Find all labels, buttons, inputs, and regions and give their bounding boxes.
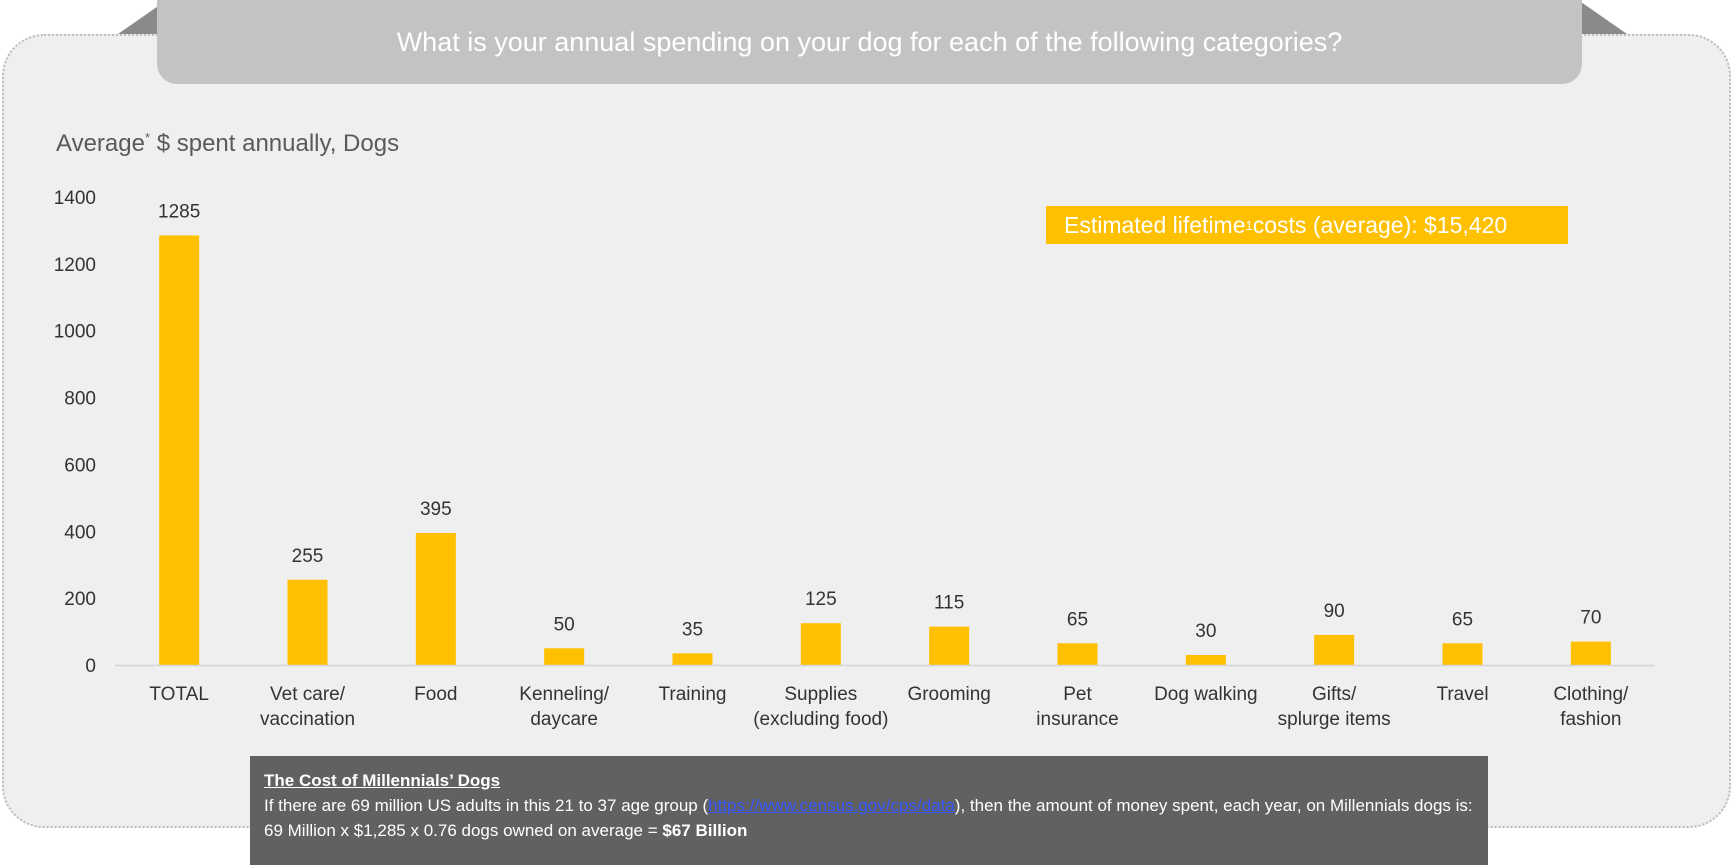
bar-value-label: 35: [682, 619, 703, 640]
y-tick-label: 1200: [54, 255, 96, 276]
y-axis: 0 200 400 600 800 1000 1200 1400: [54, 188, 96, 677]
y-tick-label: 200: [64, 589, 96, 610]
bar-value-label: 115: [934, 593, 964, 614]
y-tick-label: 400: [64, 522, 96, 543]
bar: [287, 579, 328, 665]
x-category-label: Gifts/splurge items: [1278, 684, 1391, 730]
bar: [1570, 641, 1611, 665]
x-category-label: Dog walking: [1154, 684, 1258, 705]
bar: [1442, 643, 1483, 665]
note-title: The Cost of Millennials’ Dogs: [264, 771, 501, 790]
x-category-label: Supplies (excluding food): [753, 684, 888, 730]
bar-value-label: 30: [1195, 621, 1216, 642]
header-tab-corner-left: [118, 2, 164, 34]
y-tick-label: 600: [64, 455, 96, 476]
bar-value-label: 70: [1580, 608, 1601, 629]
census-link[interactable]: https://www.census.gov/cps/data: [708, 796, 955, 815]
chart-subtitle: Average* $ spent annually, Dogs: [56, 130, 399, 158]
x-category-label: Food: [414, 684, 457, 705]
note-text-2: ), then the amount of money spent, each …: [264, 796, 1473, 840]
x-category-label: Kenneling/daycare: [519, 684, 610, 730]
subtitle-text-rest: $ spent annually, Dogs: [150, 130, 400, 157]
x-category-label: TOTAL: [149, 684, 208, 705]
x-category-label: Grooming: [907, 684, 990, 705]
bar: [1185, 654, 1226, 665]
y-tick-label: 1400: [54, 188, 96, 209]
bar-value-label: 125: [805, 589, 837, 610]
chart-panel: [2, 34, 1731, 828]
y-tick-label: 0: [85, 656, 96, 677]
x-category-label: Pet insurance: [1036, 684, 1118, 730]
header-tab-corner-right: [1581, 2, 1627, 34]
note-emphasis: $67 Billion: [662, 821, 748, 840]
bar: [415, 532, 456, 665]
x-category-label: Clothing/fashion: [1553, 684, 1629, 730]
x-axis: TOTAL Vet care/vaccination Food Kenneling/d…: [115, 664, 1655, 730]
y-tick-label: 800: [64, 389, 96, 410]
bar-value-label: 90: [1324, 601, 1345, 622]
bar-value-label: 255: [292, 546, 324, 567]
callout-text-rest: costs (average): $15,420: [1252, 211, 1508, 238]
callout-text: Estimated lifetime: [1064, 211, 1246, 238]
note-text-1: If there are 69 million US adults in thi…: [264, 796, 709, 815]
lifetime-cost-callout: Estimated lifetime 1 costs (average): $15…: [1046, 206, 1568, 244]
callout-footnote-mark: 1: [1245, 217, 1253, 233]
note-body: If there are 69 million US adults in thi…: [264, 793, 1474, 843]
x-category-label: Training: [659, 684, 727, 705]
bar-value-label: 50: [554, 614, 575, 635]
bar: [929, 626, 970, 665]
bar-value-label: 65: [1452, 609, 1473, 630]
bar: [1314, 634, 1355, 665]
bar-value-label: 395: [420, 499, 452, 520]
survey-question-text: What is your annual spending on your dog…: [396, 26, 1343, 57]
subtitle-text: Average: [56, 130, 145, 157]
cost-note-box: The Cost of Millennials’ Dogs If there a…: [250, 756, 1488, 865]
subtitle-footnote-mark: *: [144, 130, 151, 145]
x-category-label: Travel: [1436, 684, 1488, 705]
survey-question-banner: What is your annual spending on your dog…: [157, 0, 1582, 84]
y-tick-label: 1000: [54, 322, 96, 343]
bar-value-label: 65: [1067, 609, 1088, 630]
bar-value-label: 1285: [158, 201, 200, 222]
x-category-label: Vet care/vaccination: [260, 684, 355, 730]
bar: [159, 235, 200, 665]
bars: 1285 255 395 50 35 125 115 65 30 90 65 70: [158, 201, 1611, 665]
bar: [1057, 643, 1098, 665]
bar: [672, 653, 713, 665]
bar: [544, 648, 585, 665]
bar: [800, 623, 841, 665]
